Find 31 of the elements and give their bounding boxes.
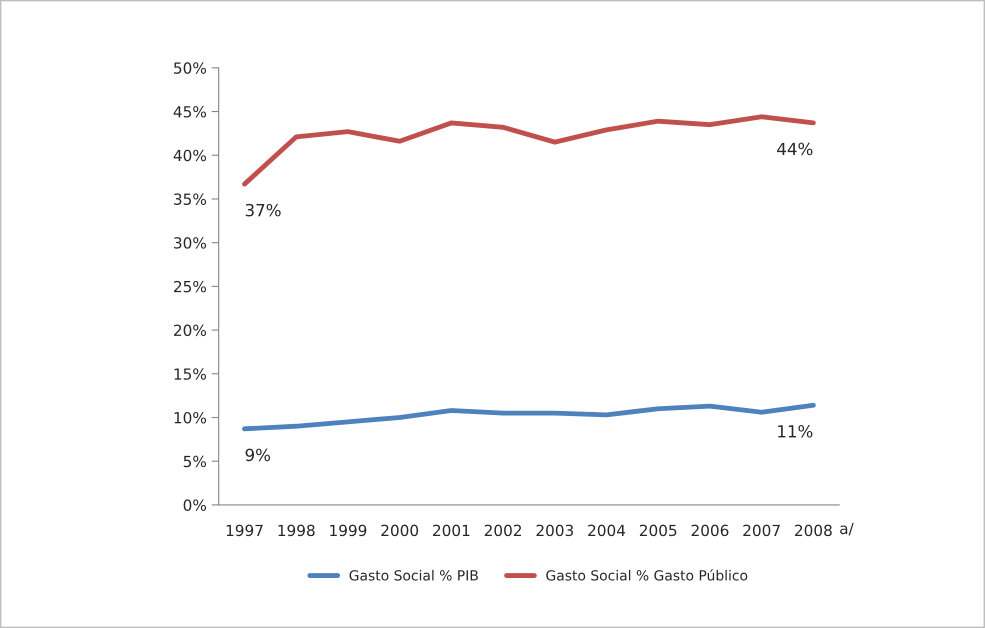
x-tick-label: 2008	[795, 524, 832, 536]
text: a/	[840, 522, 854, 536]
y-tick-label: 15%	[174, 368, 206, 380]
x-tick-label: 2002	[484, 524, 521, 536]
x-tick-label: 2000	[381, 524, 418, 536]
data-label: 37%	[246, 204, 281, 216]
x-tick-label: 2003	[536, 524, 574, 536]
y-tick-label: 30%	[174, 237, 206, 249]
x-tick-label: 2001	[433, 524, 470, 536]
y-tick-label: 20%	[174, 324, 206, 336]
y-tick-label: 40%	[174, 150, 206, 162]
y-tick-label: 10%	[174, 412, 206, 424]
y-tick-label: 50%	[174, 62, 206, 74]
x-tick-label: 2006	[692, 524, 728, 536]
x-tick-label: 2004	[588, 524, 626, 536]
line-series	[242, 114, 816, 187]
y-tick-label: 25%	[174, 280, 206, 292]
legend-label: Gasto Social % PIB	[350, 570, 478, 581]
x-tick-label: 2005	[640, 524, 676, 536]
data-label: 9%	[246, 448, 270, 462]
x-tick-label: 2007	[743, 524, 780, 536]
y-tick-label: 5%	[184, 456, 206, 468]
x-tick-label: 1997	[226, 524, 263, 536]
x-tick-label: 1998	[278, 524, 315, 536]
legend-label: Gasto Social % Gasto Público	[546, 569, 748, 581]
data-label: 44%	[777, 142, 812, 156]
x-tick-label: 1999	[330, 524, 366, 536]
y-tick-label: 45%	[174, 106, 206, 118]
y-tick-label: 0%	[184, 499, 206, 511]
y-tick-label: 35%	[174, 193, 206, 205]
data-label: 11%	[778, 424, 812, 438]
